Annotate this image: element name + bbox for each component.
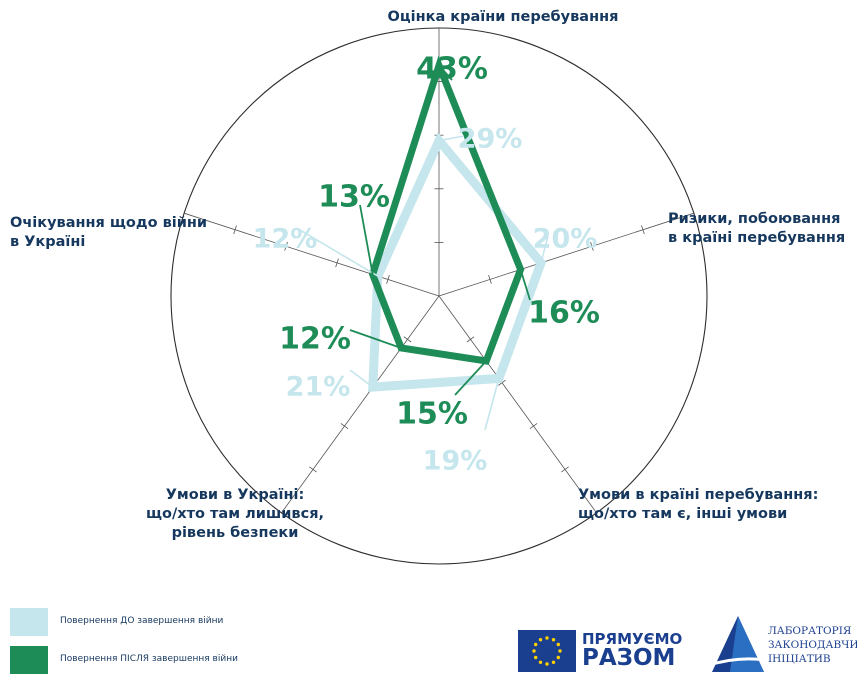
lab-logo: ЛАБОРАТОРІЯ ЗАКОНОДАВЧИХ ІНІЦІАТИВ — [705, 612, 857, 672]
lab-name-line1: ЛАБОРАТОРІЯ — [768, 625, 852, 637]
axis-title-host-conditions: Умови в країні перебування: що/хто там є,… — [578, 487, 819, 522]
radar-tick — [498, 379, 506, 386]
radar-tick — [590, 241, 594, 251]
radar-tick — [386, 275, 390, 284]
radar-tick — [233, 225, 237, 235]
legend-item-after: Повернення ПІСЛЯ завершення війни — [10, 646, 330, 676]
data-label-before: 29% — [458, 124, 523, 155]
radar-tick — [561, 466, 569, 473]
data-label-before: 20% — [533, 224, 598, 255]
radar-tick — [488, 275, 492, 284]
data-label-before: 21% — [286, 372, 351, 403]
data-label-after: 16% — [528, 296, 600, 331]
series-polygon-before — [368, 132, 547, 392]
radar-series — [368, 55, 547, 392]
legend-label-after: Повернення ПІСЛЯ завершення війни — [60, 654, 238, 664]
legend-label-before: Повернення ДО завершення війни — [60, 616, 224, 626]
radar-spoke — [438, 295, 597, 514]
legend-item-before: Повернення ДО завершення війни — [10, 608, 330, 638]
radar-tick — [340, 423, 349, 430]
radar-tick — [335, 258, 339, 268]
data-label-leader-before — [349, 369, 374, 388]
brand-name-line1: ПРЯМУЄМО — [582, 630, 683, 648]
axis-title-risks: Ризики, побоювання в країні перебування — [668, 211, 846, 246]
data-label-after: 15% — [396, 397, 468, 432]
radar-spoke — [183, 212, 440, 297]
legend-swatch-before — [10, 608, 48, 636]
lab-triangle-icon — [705, 616, 767, 672]
axis-title-war-expectations: Очікування щодо війни в Україні — [10, 215, 208, 250]
radar-spoke — [281, 295, 440, 514]
lab-name-line3: ІНІЦІАТИВ — [768, 653, 831, 665]
data-label-leader-before — [299, 229, 379, 277]
axis-title-ukraine-conditions: Умови в Україні: що/хто там лишився, рівен… — [145, 487, 325, 541]
data-label-before: 12% — [253, 224, 318, 255]
radar-tick — [641, 225, 645, 235]
series-polygon-after — [368, 55, 525, 365]
radar-tick — [529, 423, 538, 430]
data-label-leader-before — [484, 378, 500, 431]
legend-swatch-after — [10, 646, 48, 674]
data-label-leader-before — [540, 235, 549, 264]
radar-tick — [466, 336, 475, 343]
axis-title-assessment: Оцінка країни перебування — [387, 9, 619, 25]
radar-tick — [403, 336, 412, 343]
brand-name-line2: РАЗОМ — [582, 645, 676, 671]
radar-tick — [309, 466, 317, 473]
data-label-leader-after — [438, 64, 453, 81]
data-label-after: 43% — [416, 52, 488, 87]
eu-brand-logo: ПРЯМУЄМО РАЗОМ — [518, 630, 688, 672]
data-label-leader-after — [359, 204, 374, 275]
data-label-after: 12% — [279, 322, 351, 357]
radar-data-labels: 29%20%19%21%12%43%16%15%12%13% — [253, 52, 600, 477]
data-label-before: 19% — [423, 446, 488, 477]
radar-tick — [284, 241, 288, 251]
data-label-leader-after — [454, 360, 487, 396]
radar-grid — [170, 27, 708, 565]
data-label-leader-after — [519, 269, 531, 301]
lab-name-line2: ЗАКОНОДАВЧИХ — [768, 639, 857, 651]
radar-spoke — [438, 212, 695, 297]
data-label-leader-before — [438, 135, 465, 142]
data-label-after: 13% — [318, 180, 390, 215]
data-label-leader-after — [349, 329, 402, 349]
eu-flag-icon — [518, 630, 576, 672]
